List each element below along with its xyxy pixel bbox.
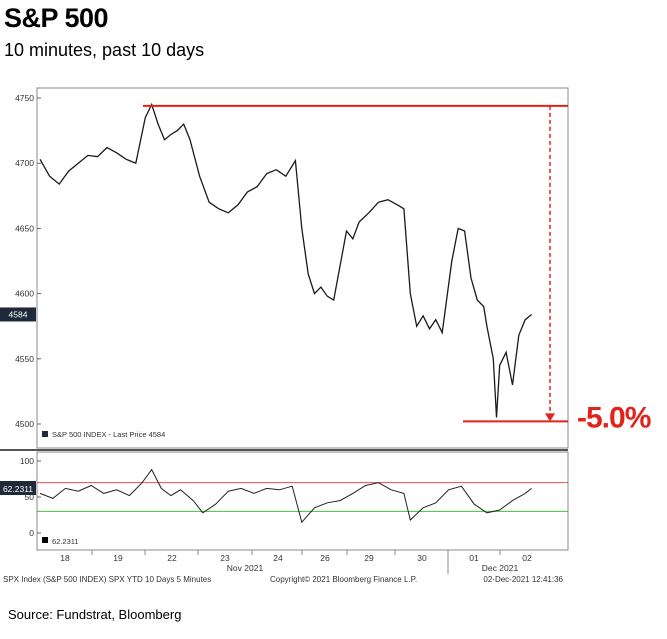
x-tick-label: 01	[469, 553, 479, 563]
price-y-tick-label: 4500	[15, 419, 34, 429]
rsi-legend-swatch	[42, 537, 48, 543]
chart-footer: SPX Index (S&P 500 INDEX) SPX YTD 10 Day…	[3, 575, 564, 584]
price-legend: S&P 500 INDEX - Last Price 4584	[42, 430, 165, 439]
x-month-label: Nov 2021	[227, 563, 264, 573]
footer-left: SPX Index (S&P 500 INDEX) SPX YTD 10 Day…	[3, 575, 211, 584]
chart-title: S&P 500	[4, 3, 109, 33]
rsi-panel	[36, 451, 569, 551]
price-legend-swatch	[42, 431, 48, 437]
x-month-label: Dec 2021	[482, 563, 519, 573]
last-rsi-tag: 62.2311	[0, 481, 36, 495]
chart-subtitle: 10 minutes, past 10 days	[4, 40, 205, 60]
price-y-tick-label: 4650	[15, 223, 34, 233]
rsi-series	[39, 468, 532, 524]
x-tick-label: 02	[522, 553, 532, 563]
source-note: Source: Fundstrat, Bloomberg	[8, 607, 182, 622]
x-tick-label: 29	[364, 553, 374, 563]
x-tick-label: 18	[60, 553, 70, 563]
x-tick-label: 30	[417, 553, 427, 563]
price-line	[39, 102, 533, 418]
price-y-tick-label: 4550	[15, 354, 34, 364]
annotation-label: -5.0%	[577, 401, 651, 434]
last-rsi-bg	[0, 481, 36, 495]
rsi-y-axis: 100 50 0	[20, 456, 41, 538]
rsi-y-tick-label: 0	[29, 528, 34, 538]
x-tick-label: 22	[167, 553, 177, 563]
price-y-tick-label: 4700	[15, 158, 34, 168]
footer-center: Copyright© 2021 Bloomberg Finance L.P.	[270, 575, 417, 584]
x-tick-label: 24	[273, 553, 283, 563]
price-legend-text: S&P 500 INDEX - Last Price 4584	[52, 430, 165, 439]
last-rsi-label: 62.2311	[3, 484, 33, 494]
price-panel	[36, 87, 569, 449]
price-y-tick-label: 4600	[15, 289, 34, 299]
x-tick-label: 26	[320, 553, 330, 563]
x-tick-label: 19	[113, 553, 123, 563]
annotation-arrowhead	[545, 413, 555, 422]
footer-right: 02-Dec-2021 12:41:36	[483, 575, 563, 584]
price-y-tick-label: 4750	[15, 93, 34, 103]
drawdown-annotation: -5.0%	[143, 104, 652, 434]
last-price-tag: 4584	[0, 307, 36, 322]
rsi-legend: 62.2311	[42, 537, 79, 546]
x-axis: 18 19 22 23 24 26 29 30 01 02 Nov 2021 Dec 2021	[37, 549, 568, 574]
x-tick-label: 23	[220, 553, 230, 563]
price-y-axis: 4750 4700 4650 4600 4550 4500	[15, 93, 41, 429]
price-series	[39, 102, 533, 418]
rsi-legend-text: 62.2311	[52, 537, 79, 546]
last-price-label: 4584	[9, 309, 28, 319]
rsi-line	[39, 468, 532, 524]
last-price-bg	[0, 307, 36, 322]
rsi-y-tick-label: 100	[20, 456, 34, 466]
rsi-y-tick-label: 50	[25, 492, 35, 502]
